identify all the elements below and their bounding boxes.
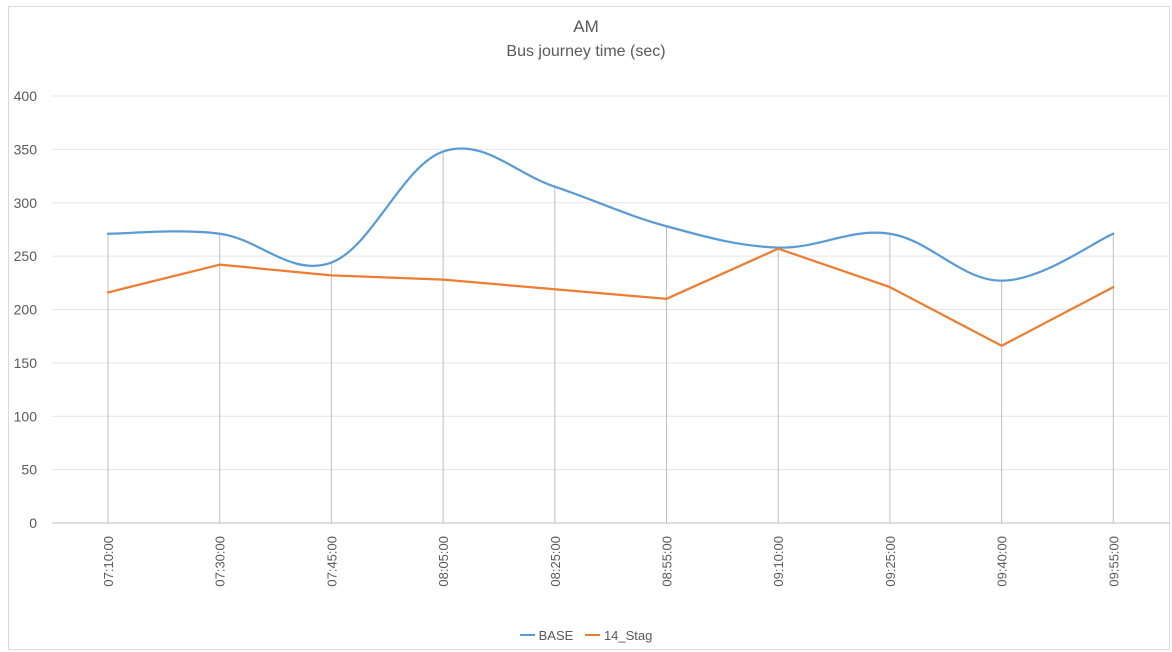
y-tick-label: 50 xyxy=(21,462,37,478)
legend-item-base: BASE xyxy=(519,627,574,643)
y-tick-label: 400 xyxy=(14,88,38,104)
chart-legend: BASE 14_Stag xyxy=(0,624,1172,643)
x-tick-label: 08:05:00 xyxy=(436,536,451,587)
x-tick-label: 09:25:00 xyxy=(883,536,898,587)
x-tick-label: 09:10:00 xyxy=(771,536,786,587)
y-tick-label: 350 xyxy=(14,141,38,157)
chart-subtitle: Bus journey time (sec) xyxy=(506,43,666,60)
legend-item-14-stag: 14_Stag xyxy=(584,627,653,643)
series-line-base xyxy=(106,147,1115,282)
y-tick-label: 300 xyxy=(14,195,38,211)
x-tick-label: 09:40:00 xyxy=(995,536,1010,587)
legend-swatch-14-stag xyxy=(584,634,600,636)
chart-frame xyxy=(8,6,1170,650)
legend-label-14-stag: 14_Stag xyxy=(603,627,653,643)
y-tick-label: 200 xyxy=(14,302,38,318)
chart-title: AM xyxy=(573,17,599,36)
legend-label-base: BASE xyxy=(538,627,574,643)
x-tick-label: 09:55:00 xyxy=(1106,536,1121,587)
y-tick-label: 100 xyxy=(14,408,38,424)
x-tick-label: 08:25:00 xyxy=(548,536,563,587)
legend-swatch-base xyxy=(519,634,535,636)
x-tick-label: 07:30:00 xyxy=(213,536,228,587)
x-tick-label: 08:55:00 xyxy=(660,536,675,587)
x-tick-label: 07:10:00 xyxy=(101,536,116,587)
y-tick-label: 0 xyxy=(29,515,37,531)
series-line-14-stag xyxy=(106,247,1115,347)
y-tick-label: 150 xyxy=(14,355,38,371)
x-tick-label: 07:45:00 xyxy=(324,536,339,587)
y-tick-label: 250 xyxy=(14,248,38,264)
